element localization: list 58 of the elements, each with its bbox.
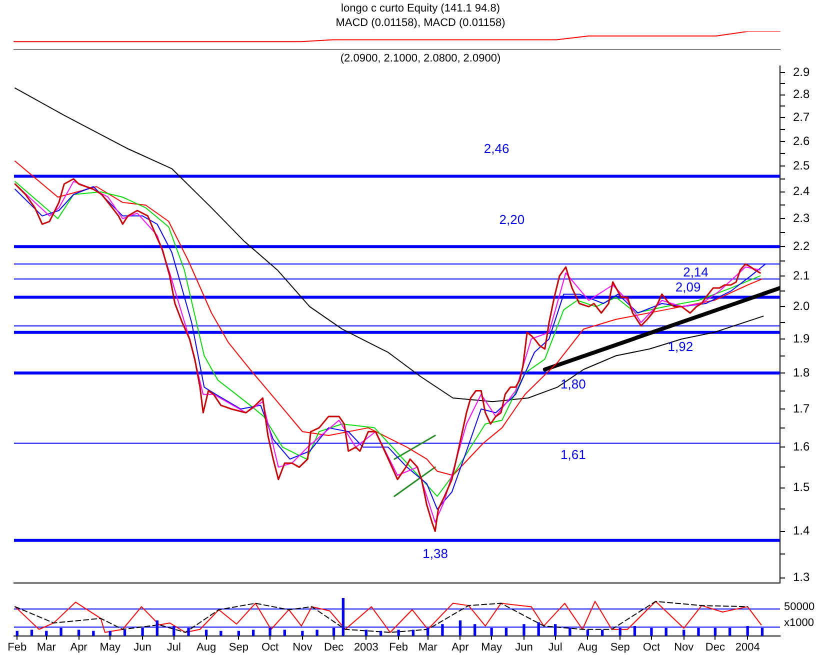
y-tick-label: 2.4 xyxy=(793,184,810,198)
y-tick-label: 2.5 xyxy=(793,158,810,172)
y-tick-label: 2.0 xyxy=(793,298,810,313)
x-tick-label: Feb xyxy=(389,641,408,654)
y-tick-label: 1.4 xyxy=(793,524,810,538)
x-tick-label: Oct xyxy=(642,641,660,654)
x-tick-label: Jun xyxy=(134,641,152,654)
ref-line-label: 2,20 xyxy=(499,212,525,228)
x-tick-label: 2003 xyxy=(354,641,378,654)
x-tick-label: Sep xyxy=(228,641,248,654)
y-tick-label: 1.8 xyxy=(793,365,810,380)
ref-line-label: 2,46 xyxy=(484,140,510,156)
ref-line-label: 1,61 xyxy=(560,446,586,462)
bar xyxy=(316,630,318,636)
x-tick-label: Aug xyxy=(196,641,216,654)
x-tick-label: 2004 xyxy=(735,641,760,654)
x-tick-label: Mar xyxy=(418,641,438,654)
x-tick-label: May xyxy=(481,641,502,654)
y-tick-label: 2.3 xyxy=(793,210,810,225)
y-tick-label: 1.3 xyxy=(793,570,810,584)
y-tick-label: 1.9 xyxy=(793,331,810,346)
bar xyxy=(301,630,304,636)
y-tick-label: 2.9 xyxy=(793,64,810,79)
y-tick-label: 1.5 xyxy=(793,480,810,494)
x-tick-label: Nov xyxy=(292,641,313,654)
x-tick-label: Jul xyxy=(166,641,181,654)
chart-title: (2.0900, 2.1000, 2.0800, 2.0900) xyxy=(340,52,501,65)
x-tick-label: Oct xyxy=(261,641,279,654)
x-tick-label: May xyxy=(100,641,122,654)
ref-line-label: 2,09 xyxy=(675,280,701,295)
x-tick-label: Apr xyxy=(452,641,470,654)
text: 50000 xyxy=(784,601,815,614)
ref-line-label: 2,14 xyxy=(683,264,708,280)
chart-subtitle: MACD (0.01158), MACD (0.01158) xyxy=(336,16,506,29)
bar xyxy=(92,630,95,636)
x-tick-label: Mar xyxy=(36,641,56,654)
x-tick-label: Dec xyxy=(324,641,344,654)
x-tick-label: Aug xyxy=(578,641,598,654)
bar xyxy=(397,630,400,636)
x-tick-label: Jul xyxy=(548,641,562,654)
x-tick-label: Apr xyxy=(70,641,88,654)
x-tick-label: Feb xyxy=(8,641,27,654)
chart-title: longo c curto Equity (141.1 94.8) xyxy=(341,2,500,15)
ref-line-label: 1,38 xyxy=(422,546,448,561)
x-tick-label: Jun xyxy=(515,641,533,654)
ref-line-label: 1,80 xyxy=(560,376,586,392)
text: x1000 xyxy=(784,617,814,630)
y-tick-label: 1.7 xyxy=(793,401,810,416)
y-tick-label: 2.2 xyxy=(793,238,810,253)
y-tick-label: 2.8 xyxy=(793,87,810,102)
x-tick-label: Dec xyxy=(705,641,726,654)
x-tick-label: Sep xyxy=(610,641,630,654)
x-tick-label: Nov xyxy=(674,641,694,654)
y-tick-label: 1.6 xyxy=(793,439,810,454)
y-tick-label: 2.7 xyxy=(793,110,810,124)
y-tick-label: 2.1 xyxy=(793,268,810,282)
y-tick-label: 2.6 xyxy=(793,134,810,148)
ref-line-label: 1,92 xyxy=(668,338,694,354)
